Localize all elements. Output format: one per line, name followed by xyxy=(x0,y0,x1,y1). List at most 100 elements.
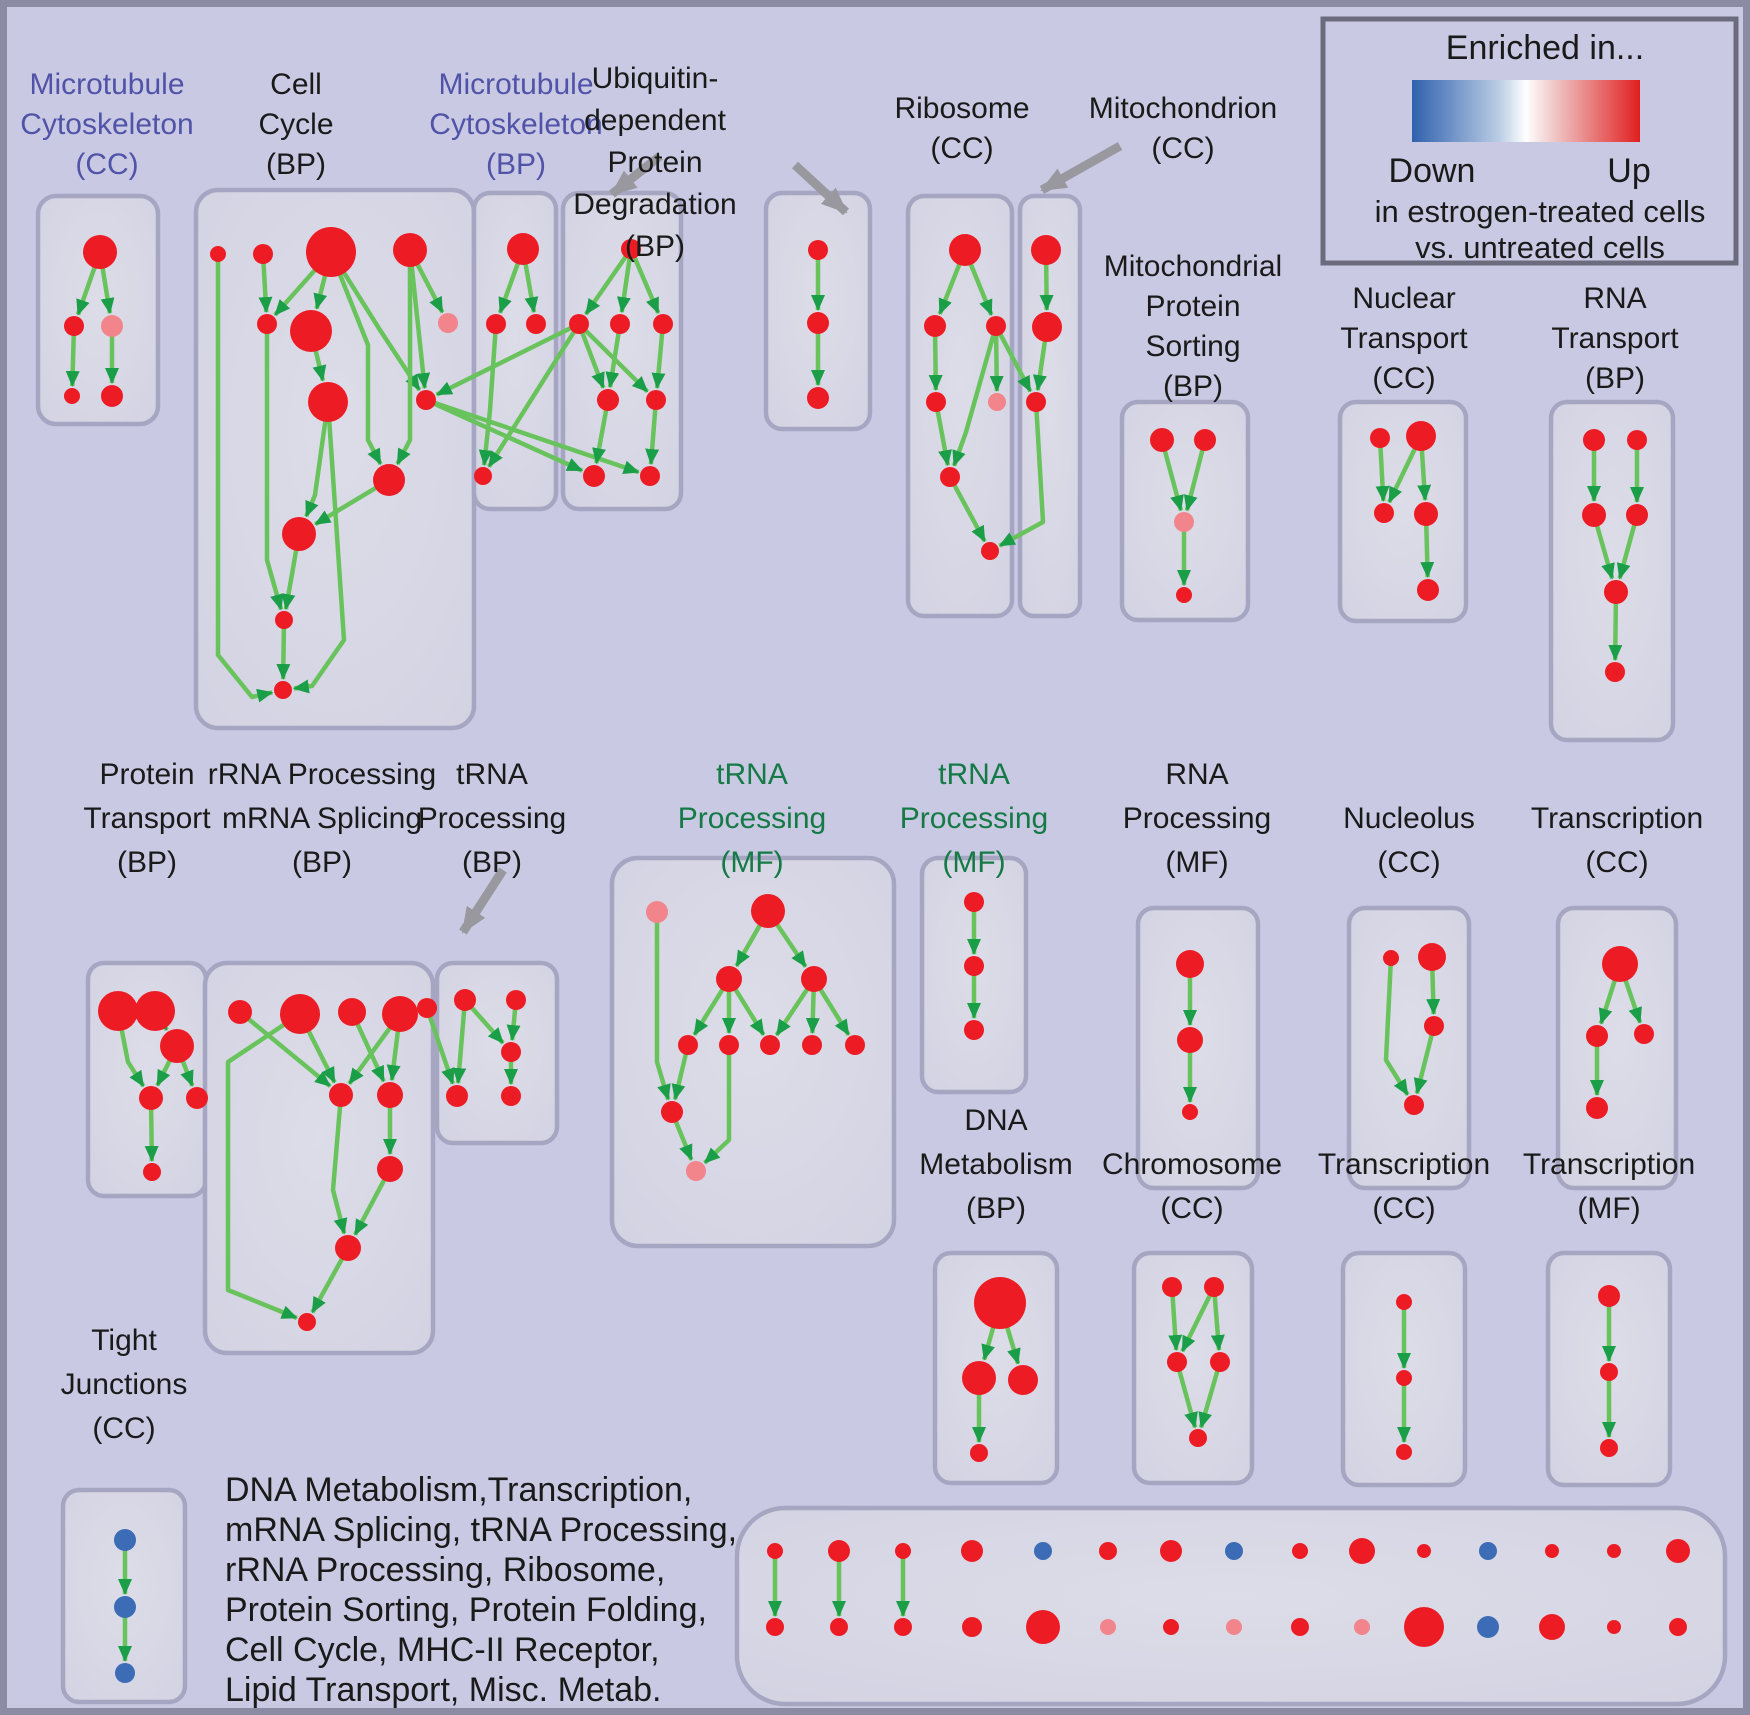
graph-node-w4 xyxy=(1404,1095,1424,1115)
graph-node-c4 xyxy=(393,233,427,267)
graph-edge-g4-g7 xyxy=(774,987,810,1037)
graph-edge-x1-x3 xyxy=(1623,979,1643,1024)
graph-edge-c3-c10 xyxy=(337,273,383,466)
graph-node-t2 xyxy=(1032,312,1062,342)
lbl-mitochondrion: Mitochondrion (CC) xyxy=(1089,92,1277,165)
graph-edge-a2-a4 xyxy=(65,334,80,388)
graph-edge-q3-q7 xyxy=(355,1022,386,1083)
graph-edge-c4-c10 xyxy=(395,266,413,466)
graph-edge-p3-p5 xyxy=(180,1060,195,1087)
graph-edge-c10-c11 xyxy=(314,485,378,527)
graph-node-d2 xyxy=(962,1361,996,1395)
graph-edge-g2-g4 xyxy=(775,922,808,968)
graph-node-d3 xyxy=(1008,1365,1038,1395)
graph-node-r5 xyxy=(988,393,1006,411)
graph-node-q3 xyxy=(338,998,366,1026)
lbl-cell-cycle: Cell Cycle (BP) xyxy=(258,68,333,181)
graph-edge-r3-r6 xyxy=(951,334,996,467)
graph-node-g4 xyxy=(801,966,827,992)
graph-node-a4 xyxy=(64,388,80,404)
cluster-box-trna-bp xyxy=(434,960,560,1146)
graph-edge-u2a-u3a xyxy=(580,331,606,389)
graph-node-h4 xyxy=(1210,1352,1230,1372)
graph-node-q2 xyxy=(280,994,320,1034)
graph-edge-u2c-u3b xyxy=(651,332,666,390)
graph-node-p4 xyxy=(139,1086,163,1110)
graph-node-g5 xyxy=(678,1035,698,1055)
graph-node-ms4 xyxy=(1176,587,1192,603)
graph-edge-g3-g7 xyxy=(733,988,766,1036)
graph-edge-w1-w4 xyxy=(1383,964,1410,1096)
graph-edge-h3-h5 xyxy=(1177,1370,1198,1429)
graph-node-z2 xyxy=(1600,1363,1618,1381)
lbl-ubiquitin: Ubiquitin-dependent Protein Degradation (BP… xyxy=(573,62,736,263)
legend-gradient-bar xyxy=(1412,80,1640,142)
graph-node-bt1 xyxy=(828,1540,850,1562)
graph-node-p2 xyxy=(135,991,175,1031)
lbl-rna-transport: RNA Transport (BP) xyxy=(1551,282,1679,395)
graph-node-v2 xyxy=(1177,1027,1203,1053)
graph-node-ms1 xyxy=(1150,428,1174,452)
graph-edge-tb1-tb3 xyxy=(469,1005,505,1045)
graph-node-p6 xyxy=(143,1163,161,1181)
graph-edge-q5-tb4 xyxy=(427,1015,455,1085)
graph-node-w3 xyxy=(1424,1016,1444,1036)
graph-node-c11 xyxy=(282,517,316,551)
graph-node-c7 xyxy=(438,313,458,333)
graph-edge-ms2-ms3 xyxy=(1183,449,1205,512)
graph-node-h5 xyxy=(1189,1429,1207,1447)
graph-edge-a1-a3 xyxy=(100,267,115,315)
graph-node-g8 xyxy=(802,1035,822,1055)
graph-node-g7 xyxy=(760,1035,780,1055)
graph-node-s2 xyxy=(964,956,984,976)
graph-node-c8 xyxy=(308,382,348,422)
graph-edge-nt2-nt4 xyxy=(1417,449,1432,502)
graph-edge-a1-a2 xyxy=(75,266,97,316)
graph-node-bb7 xyxy=(1226,1619,1242,1635)
cluster-box-tight-junctions xyxy=(60,1487,188,1705)
graph-edge-g6-g11 xyxy=(703,1054,732,1165)
cluster-box-dna-metabolism xyxy=(932,1250,1060,1486)
graph-node-u7 xyxy=(583,465,605,487)
graph-node-y3 xyxy=(1396,1444,1412,1460)
graph-node-x3 xyxy=(1634,1024,1654,1044)
graph-node-rt3 xyxy=(1582,503,1606,527)
graph-edge-d1-d3 xyxy=(1004,1326,1021,1365)
lbl-trna-mf-big: tRNA Processing (MF) xyxy=(678,758,826,879)
graph-node-a3 xyxy=(101,315,123,337)
graph-edge-rt5-rt6 xyxy=(1608,602,1623,662)
graph-node-rt2 xyxy=(1627,430,1647,450)
graph-node-g2 xyxy=(751,894,785,928)
graph-edge-q8-q9 xyxy=(353,1178,387,1236)
graph-node-bt11 xyxy=(1479,1542,1497,1560)
graph-node-bb12 xyxy=(1539,1614,1565,1640)
lbl-nucleolus: Nucleolus (CC) xyxy=(1343,802,1475,879)
graph-edge-q1-q6 xyxy=(247,1017,332,1088)
graph-node-bb5 xyxy=(1100,1619,1116,1635)
graph-edge-u1-u2c xyxy=(632,256,661,314)
graph-node-bt7 xyxy=(1225,1542,1243,1560)
graph-edge-g4-g9 xyxy=(818,988,851,1036)
graph-edge-nt2-nt3 xyxy=(1387,447,1417,504)
graph-node-c6 xyxy=(290,310,332,352)
graph-node-bt12 xyxy=(1545,1544,1559,1558)
graph-node-j1 xyxy=(114,1529,136,1551)
graph-edge-mb1-mb2 xyxy=(497,262,521,314)
graph-node-bb1 xyxy=(830,1618,848,1636)
graph-node-g1 xyxy=(646,901,668,923)
lbl-ribosome: Ribosome (CC) xyxy=(894,92,1029,165)
graph-node-bb2 xyxy=(894,1618,912,1636)
graph-edge-d1-d2 xyxy=(981,1326,996,1361)
graph-node-c12 xyxy=(275,611,293,629)
graph-node-z1 xyxy=(1598,1285,1620,1307)
graph-node-tb1 xyxy=(454,989,476,1011)
graph-node-h2 xyxy=(1204,1277,1224,1297)
graph-node-q4 xyxy=(382,996,418,1032)
graph-node-rt1 xyxy=(1583,429,1605,451)
graph-edge-h1-h3 xyxy=(1168,1295,1183,1352)
graph-node-d4 xyxy=(970,1444,988,1462)
graph-node-a5 xyxy=(101,385,123,407)
mitochondrion-arrow xyxy=(1039,142,1123,194)
trna-bp-arrow xyxy=(459,867,507,935)
